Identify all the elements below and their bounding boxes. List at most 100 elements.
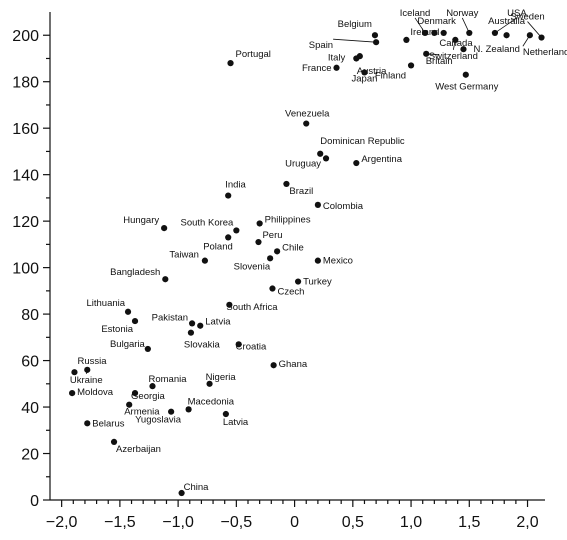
data-point	[270, 362, 277, 369]
data-point	[226, 301, 233, 308]
x-tick-label: 1,0	[400, 514, 422, 531]
y-tick-label: 100	[12, 261, 39, 278]
point-label: Bangladesh	[110, 267, 160, 278]
point-label: Lithuania	[86, 298, 125, 309]
point-label: Croatia	[236, 341, 267, 352]
point-label: Japan	[352, 73, 378, 84]
point-label: Netherlands	[523, 47, 567, 58]
point-label: Chile	[282, 242, 304, 253]
leader-line	[452, 39, 456, 50]
data-point	[303, 120, 310, 127]
point-label: Sweden	[510, 12, 544, 23]
data-point	[233, 227, 240, 234]
point-label: N. Zealand	[473, 44, 519, 55]
point-label: Slovenia	[234, 261, 271, 272]
data-point	[235, 341, 242, 348]
data-point	[283, 180, 290, 188]
data-point	[222, 410, 229, 418]
point-label: Brazil	[289, 186, 313, 197]
data-point	[126, 401, 133, 408]
point-label: Iceland	[400, 8, 431, 19]
data-point	[440, 29, 447, 37]
point-label: Moldova	[77, 387, 114, 398]
data-point	[353, 55, 360, 62]
data-point	[225, 192, 232, 199]
x-tick-label: −1,0	[162, 514, 194, 531]
data-point	[503, 32, 510, 39]
y-tick-label: 80	[21, 307, 39, 324]
point-label: Britain	[426, 56, 453, 67]
x-tick-label: 0,5	[342, 514, 364, 531]
point-label: Norway	[446, 8, 478, 19]
data-point	[178, 489, 185, 497]
point-label: Philippines	[265, 214, 311, 225]
data-point	[314, 257, 321, 264]
data-point	[373, 39, 380, 46]
data-point	[162, 276, 169, 283]
point-label: Belarus	[92, 418, 124, 429]
data-point	[71, 369, 78, 376]
point-label: Dominican Republic	[320, 136, 405, 147]
point-label: China	[184, 482, 210, 493]
data-point	[206, 380, 213, 387]
data-point	[322, 155, 330, 162]
data-point	[333, 64, 340, 71]
point-label: Poland	[203, 241, 233, 252]
leader-line	[494, 17, 518, 34]
point-label: Turkey	[303, 277, 332, 288]
point-label: Argentina	[361, 154, 402, 165]
x-tick-label: 1,5	[458, 514, 480, 531]
data-point	[294, 278, 302, 285]
point-label: Georgia	[131, 391, 166, 402]
point-label: Mexico	[323, 256, 353, 267]
data-point	[225, 234, 232, 241]
data-point	[161, 225, 168, 232]
data-point	[227, 60, 234, 67]
point-label: Slovakia	[184, 340, 221, 351]
point-label: Italy	[328, 52, 346, 63]
point-label: India	[225, 180, 246, 191]
data-point	[197, 322, 204, 329]
data-point	[431, 29, 438, 37]
data-point	[185, 406, 192, 413]
point-label: Yugoslavia	[135, 415, 182, 426]
point-label: Canada	[439, 38, 473, 49]
data-point	[274, 248, 281, 255]
data-point	[256, 220, 263, 227]
point-label: Armenia	[124, 407, 160, 418]
point-label: Latvia	[223, 417, 249, 428]
y-tick-label: 0	[30, 493, 39, 510]
y-tick-label: 120	[12, 214, 39, 231]
data-point	[269, 285, 276, 292]
point-label: Czech	[277, 287, 304, 298]
point-label: Hungary	[123, 215, 159, 226]
data-point	[144, 345, 151, 353]
leader-line	[522, 35, 531, 47]
data-point	[462, 71, 469, 78]
point-label: France	[302, 63, 332, 74]
data-point	[187, 329, 195, 336]
axes: −2,0 −1,5 −1,0 −0,5 0 0,5 1,0 1,5 2,0 0 20 40 60 80 10…	[12, 12, 545, 531]
point-label: Denmark	[417, 16, 456, 27]
x-tick-label: −2,0	[46, 514, 78, 531]
point-label: Macedonia	[188, 396, 235, 407]
leader-line	[426, 53, 440, 56]
data-point	[361, 69, 368, 76]
data-point	[526, 32, 533, 39]
point-label: Belgium	[338, 19, 372, 30]
point-label: Russia	[77, 356, 107, 367]
x-tick-label: −1,5	[104, 514, 136, 531]
point-label: Nigeria	[206, 372, 237, 383]
point-label: Latvia	[205, 317, 231, 328]
y-tick-label: 160	[12, 121, 39, 138]
data-point	[255, 238, 262, 246]
point-label: Australia	[488, 16, 526, 27]
data-point	[168, 408, 175, 415]
y-tick-label: 180	[12, 75, 39, 92]
point-label: Azerbaijan	[116, 444, 161, 455]
point-label: Peru	[262, 230, 282, 241]
y-tick-label: 40	[21, 400, 39, 417]
y-tick-label: 60	[21, 354, 39, 371]
x-tick-label: 0	[290, 514, 299, 531]
